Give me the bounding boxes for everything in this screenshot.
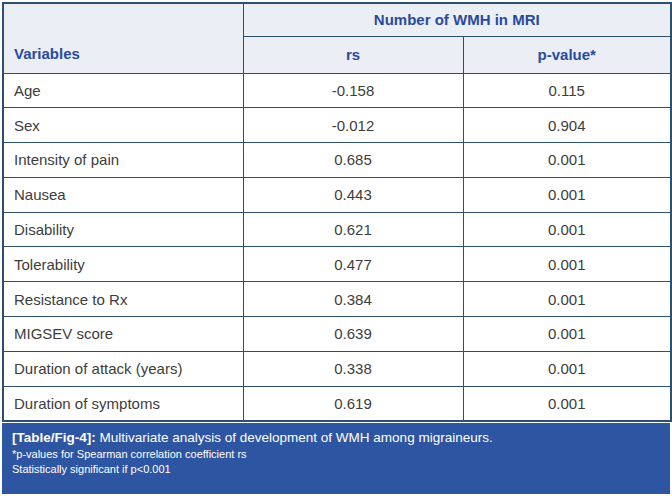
- pvalue-cell: 0.001: [463, 177, 671, 212]
- variable-cell: Tolerability: [3, 247, 243, 282]
- variable-cell: Duration of attack (years): [3, 351, 243, 386]
- variable-cell: Resistance to Rx: [3, 282, 243, 317]
- variable-cell: Intensity of pain: [3, 143, 243, 178]
- caption-text: Multivariate analysis of development of …: [96, 430, 493, 445]
- rs-cell: 0.639: [243, 317, 463, 352]
- pvalue-cell: 0.001: [463, 212, 671, 247]
- col-header-pvalue: p-value*: [463, 36, 671, 73]
- table-row: Nausea0.4430.001: [3, 177, 671, 212]
- table-row: Duration of symptoms0.6190.001: [3, 386, 671, 421]
- variable-cell: MIGSEV score: [3, 317, 243, 352]
- pvalue-cell: 0.904: [463, 108, 671, 143]
- rs-cell: 0.443: [243, 177, 463, 212]
- figure-page: Variables Number of WMH in MRI rs p-valu…: [0, 0, 672, 500]
- table-row: Intensity of pain0.6850.001: [3, 143, 671, 178]
- rs-cell: 0.621: [243, 212, 463, 247]
- rs-cell: 0.477: [243, 247, 463, 282]
- table-row: Age-0.1580.115: [3, 73, 671, 108]
- caption-label: [Table/Fig-4]:: [12, 430, 96, 445]
- caption-footnote-spearman: *p-values for Spearman correlation coeff…: [12, 447, 660, 463]
- table-row: Duration of attack (years)0.3380.001: [3, 351, 671, 386]
- pvalue-cell: 0.001: [463, 143, 671, 178]
- table-row: MIGSEV score0.6390.001: [3, 317, 671, 352]
- rs-cell: 0.685: [243, 143, 463, 178]
- table-row: Sex-0.0120.904: [3, 108, 671, 143]
- table-row: Disability0.6210.001: [3, 212, 671, 247]
- pvalue-cell: 0.001: [463, 386, 671, 421]
- correlation-table: Variables Number of WMH in MRI rs p-valu…: [2, 2, 672, 422]
- caption-title: [Table/Fig-4]: Multivariate analysis of …: [12, 428, 660, 447]
- table-row: Resistance to Rx0.3840.001: [3, 282, 671, 317]
- rs-cell: -0.012: [243, 108, 463, 143]
- variable-cell: Disability: [3, 212, 243, 247]
- variable-cell: Duration of symptoms: [3, 386, 243, 421]
- pvalue-cell: 0.001: [463, 317, 671, 352]
- table-header: Variables Number of WMH in MRI rs p-valu…: [3, 3, 671, 73]
- span-header-wmh-mri: Number of WMH in MRI: [243, 3, 671, 36]
- variable-cell: Sex: [3, 108, 243, 143]
- pvalue-cell: 0.001: [463, 351, 671, 386]
- figure-caption: [Table/Fig-4]: Multivariate analysis of …: [2, 423, 670, 494]
- col-header-variables: Variables: [3, 3, 243, 73]
- col-header-rs: rs: [243, 36, 463, 73]
- rs-cell: 0.338: [243, 351, 463, 386]
- pvalue-cell: 0.115: [463, 73, 671, 108]
- variable-cell: Age: [3, 73, 243, 108]
- pvalue-cell: 0.001: [463, 247, 671, 282]
- rs-cell: 0.619: [243, 386, 463, 421]
- variable-cell: Nausea: [3, 177, 243, 212]
- rs-cell: -0.158: [243, 73, 463, 108]
- pvalue-cell: 0.001: [463, 282, 671, 317]
- caption-footnote-significance: Statistically significant if p<0.001: [12, 462, 660, 478]
- table-body: Age-0.1580.115Sex-0.0120.904Intensity of…: [3, 73, 671, 421]
- rs-cell: 0.384: [243, 282, 463, 317]
- table-row: Tolerability0.4770.001: [3, 247, 671, 282]
